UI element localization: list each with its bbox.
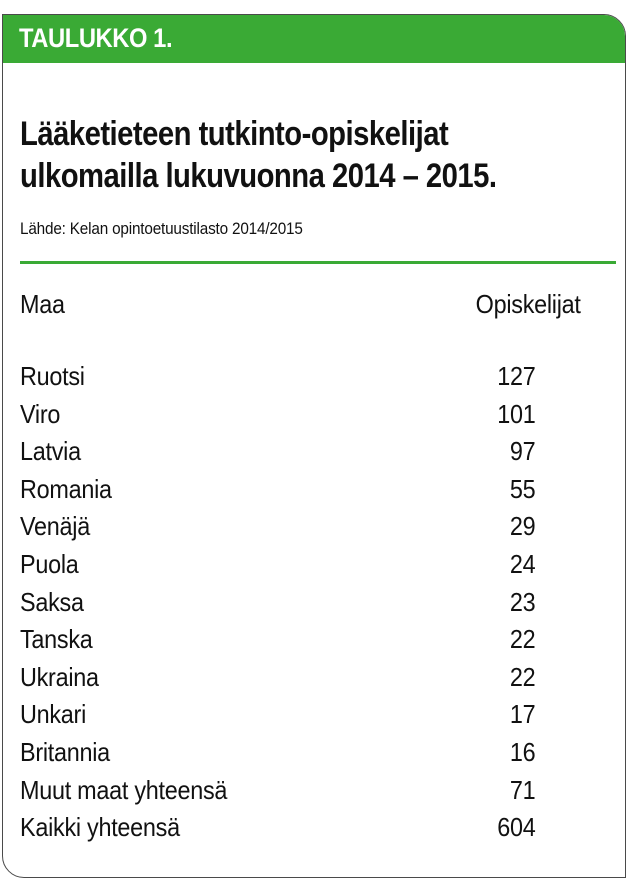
table-row: Saksa 23 — [3, 584, 625, 622]
table-row: Puola 24 — [3, 546, 625, 584]
students-cell: 29 — [509, 511, 536, 542]
country-cell: Saksa — [20, 586, 84, 617]
students-cell: 101 — [496, 398, 536, 429]
country-cell: Muut maat yhteensä — [20, 774, 228, 805]
column-header-students: Opiskelijat — [476, 289, 581, 319]
table-row: Kaikki yhteensä 604 — [3, 809, 625, 847]
students-cell: 97 — [509, 436, 536, 467]
table-row: Venäjä 29 — [3, 508, 625, 546]
table-row: Britannia 16 — [3, 734, 625, 772]
country-cell: Kaikki yhteensä — [20, 812, 180, 843]
students-cell: 22 — [509, 661, 536, 692]
students-cell: 16 — [509, 736, 536, 767]
students-cell: 55 — [509, 473, 536, 504]
students-cell: 71 — [509, 774, 536, 805]
country-cell: Britannia — [20, 736, 110, 767]
column-header-country: Maa — [20, 289, 65, 319]
country-cell: Ruotsi — [20, 361, 85, 391]
table-body: Ruotsi 127 Viro 101 Latvia 97 Romania 55 Venäjä 2… — [3, 358, 625, 847]
table-row: Romania 55 — [3, 471, 625, 509]
table-card: TAULUKKO 1. Lääketieteen tutkinto-opiske… — [2, 14, 626, 878]
students-cell: 24 — [509, 548, 536, 579]
table-row: Viro 101 — [3, 396, 625, 434]
students-cell: 604 — [496, 812, 536, 843]
students-cell: 22 — [509, 624, 536, 655]
country-cell: Unkari — [20, 699, 87, 730]
table-row: Unkari 17 — [3, 696, 625, 734]
country-cell: Ukraina — [20, 661, 99, 692]
country-cell: Puola — [20, 548, 79, 579]
source-note: Lähde: Kelan opintoetuustilasto 2014/201… — [20, 219, 303, 238]
country-cell: Venäjä — [20, 511, 90, 542]
table-row: Muut maat yhteensä 71 — [3, 772, 625, 810]
country-cell: Tanska — [20, 624, 93, 655]
green-divider — [20, 261, 616, 264]
header-bar: TAULUKKO 1. — [3, 15, 625, 63]
students-cell: 127 — [496, 361, 536, 391]
table-row: Ruotsi 127 — [3, 358, 625, 396]
table-row: Tanska 22 — [3, 621, 625, 659]
table-title: Lääketieteen tutkinto-opiskelijat ulkoma… — [20, 115, 497, 195]
country-cell: Latvia — [20, 436, 81, 467]
country-cell: Viro — [20, 398, 61, 429]
students-cell: 17 — [509, 699, 536, 730]
table-row: Ukraina 22 — [3, 659, 625, 697]
table-number-label: TAULUKKO 1. — [19, 23, 173, 53]
students-cell: 23 — [509, 586, 536, 617]
table-row: Latvia 97 — [3, 433, 625, 471]
country-cell: Romania — [20, 473, 112, 504]
